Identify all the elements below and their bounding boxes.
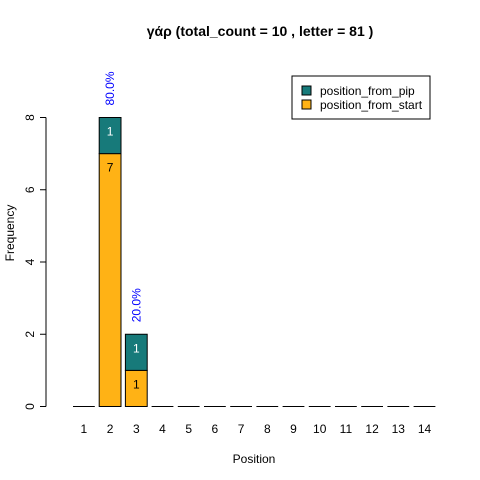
y-tick-label: 2 — [23, 331, 37, 338]
segment-label: 1 — [107, 125, 114, 139]
x-tick-label: 6 — [212, 422, 219, 436]
segment-label: 1 — [133, 377, 140, 391]
legend-swatch-position_from_start — [301, 99, 312, 110]
x-tick-label: 11 — [340, 422, 353, 436]
x-tick-label: 1 — [81, 422, 88, 436]
segment-label: 1 — [133, 341, 140, 355]
legend-box — [291, 75, 431, 120]
percent-label: 80.0% — [103, 71, 117, 105]
y-axis-label: Frequency — [3, 205, 17, 262]
bar-position_from_pip-3 — [124, 333, 148, 371]
x-tick-label: 8 — [264, 422, 271, 436]
x-tick-label: 9 — [290, 422, 297, 436]
x-axis-label: Position — [233, 452, 276, 466]
x-tick-label: 2 — [107, 422, 114, 436]
x-tick-label: 10 — [313, 422, 327, 436]
x-tick-label: 7 — [238, 422, 245, 436]
y-axis: 0 2 4 6 8 — [23, 114, 47, 410]
x-tick-label: 13 — [392, 422, 406, 436]
x-tick-label: 12 — [365, 422, 379, 436]
y-tick-label: 0 — [23, 403, 37, 410]
bars: 7 1 80.0% 1 1 20.0% — [73, 71, 436, 407]
legend-label-position_from_pip: position_from_pip — [320, 84, 415, 98]
y-tick-label: 4 — [23, 258, 37, 265]
x-tick-label: 4 — [159, 422, 166, 436]
bar-position_from_start-2 — [98, 153, 122, 407]
x-tick-label: 5 — [185, 422, 192, 436]
bar-position_from_pip-2 — [98, 117, 122, 155]
x-tick-label: 3 — [133, 422, 140, 436]
segment-label: 7 — [107, 161, 114, 175]
y-tick-label: 6 — [23, 186, 37, 193]
legend-label-position_from_start: position_from_start — [320, 98, 423, 112]
chart-title: γάρ (total_count = 10 , letter = 81 ) — [147, 23, 374, 39]
legend-swatch-position_from_pip — [301, 85, 312, 96]
percent-label: 20.0% — [129, 288, 143, 322]
x-axis-tick-labels: 1 2 3 4 5 6 7 8 9 10 11 12 13 14 — [81, 422, 432, 436]
y-tick-label: 8 — [23, 114, 37, 121]
x-tick-label: 14 — [418, 422, 432, 436]
